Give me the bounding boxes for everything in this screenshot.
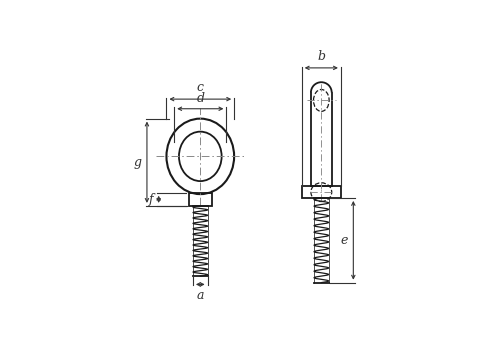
- Bar: [302, 186, 341, 198]
- Text: f: f: [148, 193, 153, 206]
- Text: a: a: [196, 289, 204, 302]
- Bar: [188, 193, 212, 206]
- Text: b: b: [318, 50, 326, 63]
- Text: d: d: [196, 92, 204, 105]
- Text: c: c: [197, 81, 204, 94]
- Text: e: e: [340, 234, 347, 247]
- Text: g: g: [133, 156, 141, 169]
